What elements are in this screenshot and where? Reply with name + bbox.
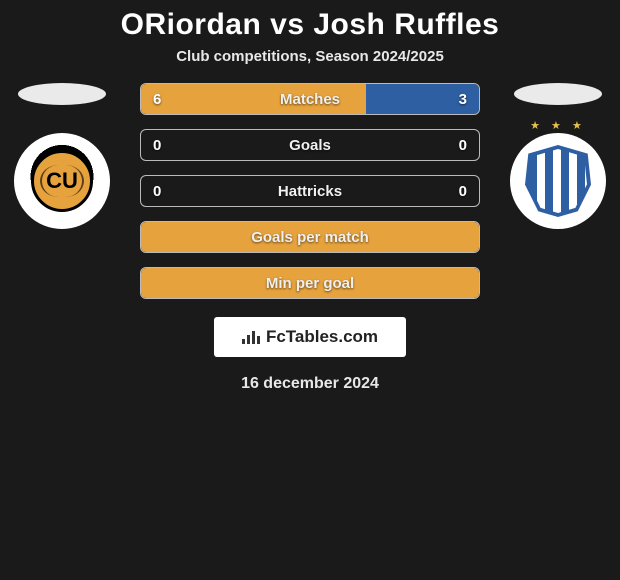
stat-bar-goals-per-match: Goals per match bbox=[140, 221, 480, 253]
stat-bar-goals: 00Goals bbox=[140, 129, 480, 161]
stat-label: Min per goal bbox=[141, 275, 479, 292]
stat-bar-matches: 63Matches bbox=[140, 83, 480, 115]
footer: FcTables.com 16 december 2024 bbox=[0, 317, 620, 393]
bars-icon bbox=[242, 330, 260, 344]
subtitle: Club competitions, Season 2024/2025 bbox=[0, 48, 620, 65]
fctables-brand-badge: FcTables.com bbox=[214, 317, 406, 357]
stat-label: Hattricks bbox=[141, 183, 479, 200]
stats-column: 63Matches 00Goals 00Hattricks Goals per mat… bbox=[126, 83, 494, 313]
stat-label: Goals bbox=[141, 137, 479, 154]
main-row: CU 63Matches 00Goals 00Hattricks Goals per … bbox=[0, 83, 620, 313]
date-text: 16 december 2024 bbox=[0, 375, 620, 393]
brand-text: FcTables.com bbox=[266, 327, 378, 347]
stat-bar-hattricks: 00Hattricks bbox=[140, 175, 480, 207]
shield-icon bbox=[525, 145, 591, 217]
club-right-column: ★ ★ ★ bbox=[504, 83, 612, 229]
stat-label: Goals per match bbox=[141, 229, 479, 246]
player-shadow-right bbox=[514, 83, 602, 105]
stat-bar-min-per-goal: Min per goal bbox=[140, 267, 480, 299]
club-badge-right: ★ ★ ★ bbox=[510, 133, 606, 229]
club-badge-left: CU bbox=[14, 133, 110, 229]
comparison-card: ORiordan vs Josh Ruffles Club competitio… bbox=[0, 0, 620, 393]
page-title: ORiordan vs Josh Ruffles bbox=[0, 8, 620, 42]
player-shadow-left bbox=[18, 83, 106, 105]
club-badge-left-initials: CU bbox=[31, 150, 93, 212]
stars-icon: ★ ★ ★ bbox=[523, 119, 593, 132]
stat-label: Matches bbox=[141, 91, 479, 108]
club-left-column: CU bbox=[8, 83, 116, 229]
